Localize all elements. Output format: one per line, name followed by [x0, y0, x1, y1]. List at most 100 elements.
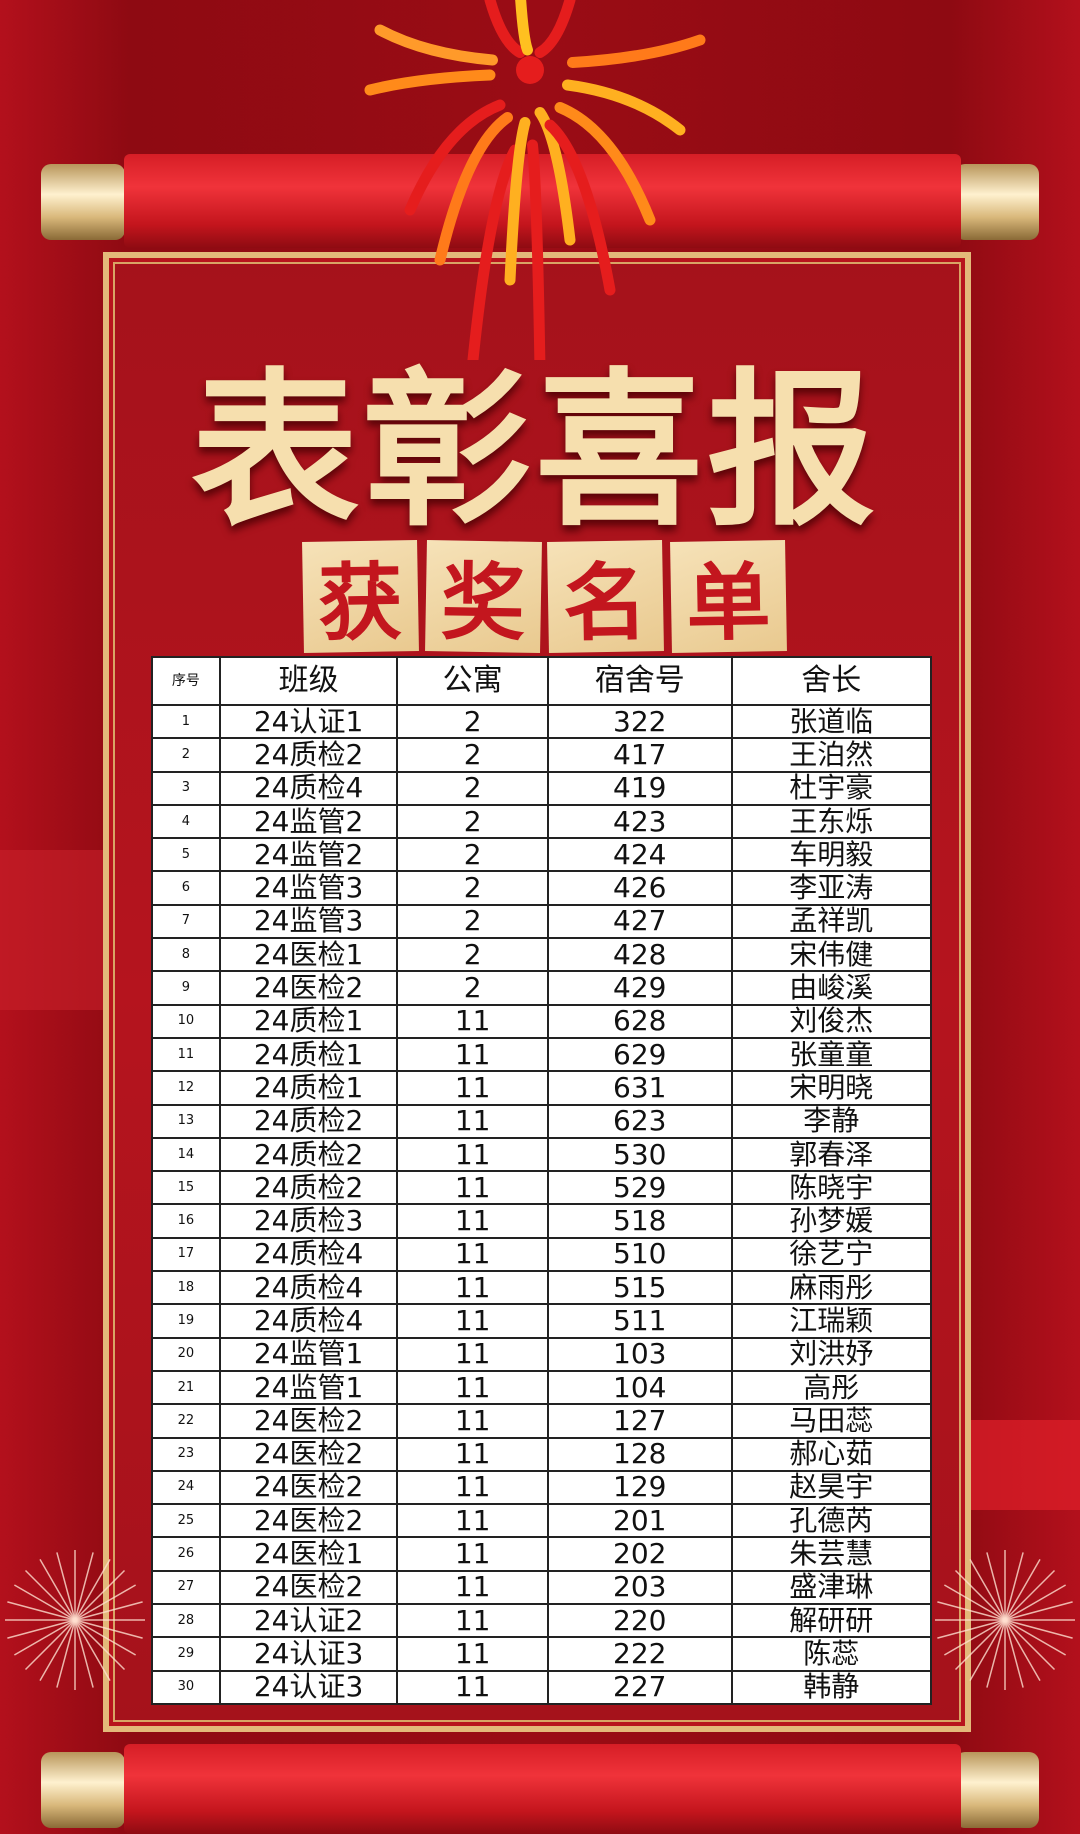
- header-room: 宿舍号: [546, 656, 733, 706]
- scroll-roller-bottom: [124, 1744, 961, 1834]
- row-leader: 郝心茹: [730, 1436, 933, 1472]
- page-title: 表彰喜报: [191, 351, 879, 549]
- table-row: 7 24监管3 2 427 孟祥凯: [151, 903, 933, 940]
- table-row: 23 24医检2 11 128 郝心茹: [151, 1436, 933, 1472]
- row-class: 24质检4: [218, 770, 399, 806]
- table-row: 19 24质检4 11 511 江瑞颖: [151, 1303, 933, 1339]
- row-index: 22: [151, 1403, 221, 1439]
- row-class: 24质检1: [218, 1003, 399, 1039]
- row-index: 12: [151, 1070, 221, 1106]
- row-apartment: 11: [396, 1203, 549, 1239]
- row-room: 104: [546, 1369, 733, 1406]
- row-leader: 高彤: [730, 1369, 933, 1406]
- row-index: 1: [151, 703, 221, 740]
- row-index: 26: [151, 1536, 221, 1572]
- row-class: 24监管3: [218, 903, 399, 940]
- row-room: 429: [546, 970, 733, 1006]
- row-index: 17: [151, 1236, 221, 1273]
- header-leader: 舍长: [730, 656, 933, 706]
- row-class: 24认证3: [218, 1636, 399, 1672]
- row-index: 13: [151, 1103, 221, 1139]
- row-leader: 徐艺宁: [730, 1236, 933, 1273]
- row-index: 30: [151, 1669, 221, 1705]
- table-row: 12 24质检1 11 631 宋明晓: [151, 1070, 933, 1106]
- row-class: 24医检2: [218, 1569, 399, 1606]
- row-index: 27: [151, 1569, 221, 1606]
- row-apartment: 11: [396, 1170, 549, 1206]
- row-apartment: 11: [396, 1336, 549, 1372]
- row-apartment: 2: [396, 970, 549, 1006]
- row-apartment: 11: [396, 1303, 549, 1339]
- row-leader: 张道临: [730, 703, 933, 740]
- row-class: 24质检4: [218, 1236, 399, 1273]
- scroll-cap-left: [41, 164, 125, 240]
- row-class: 24医检2: [218, 1403, 399, 1439]
- table-row: 26 24医检1 11 202 朱芸慧: [151, 1536, 933, 1572]
- row-apartment: 2: [396, 937, 549, 973]
- row-apartment: 11: [396, 1003, 549, 1039]
- table-row: 17 24质检4 11 510 徐艺宁: [151, 1236, 933, 1273]
- row-index: 23: [151, 1436, 221, 1472]
- row-leader: 刘洪妤: [730, 1336, 933, 1372]
- row-apartment: 11: [396, 1070, 549, 1106]
- row-room: 428: [546, 937, 733, 973]
- table-row: 3 24质检4 2 419 杜宇豪: [151, 770, 933, 806]
- row-room: 103: [546, 1336, 733, 1372]
- row-apartment: 11: [396, 1136, 549, 1173]
- row-room: 529: [546, 1170, 733, 1206]
- subtitle-char: 奖: [424, 540, 541, 653]
- row-leader: 宋伟健: [730, 937, 933, 973]
- row-index: 6: [151, 870, 221, 906]
- row-apartment: 11: [396, 1636, 549, 1672]
- row-leader: 杜宇豪: [730, 770, 933, 806]
- table-row: 11 24质检1 11 629 张童童: [151, 1036, 933, 1073]
- row-apartment: 11: [396, 1369, 549, 1406]
- row-leader: 李亚涛: [730, 870, 933, 906]
- row-apartment: 11: [396, 1403, 549, 1439]
- row-room: 423: [546, 803, 733, 840]
- table-row: 24 24医检2 11 129 赵昊宇: [151, 1469, 933, 1506]
- row-apartment: 2: [396, 737, 549, 773]
- row-room: 227: [546, 1669, 733, 1705]
- row-leader: 韩静: [730, 1669, 933, 1705]
- row-class: 24监管1: [218, 1369, 399, 1406]
- row-class: 24质检2: [218, 1103, 399, 1139]
- row-apartment: 2: [396, 903, 549, 940]
- firework-icon: [364, 0, 706, 360]
- table-row: 25 24医检2 11 201 孔德芮: [151, 1503, 933, 1539]
- header-class: 班级: [218, 656, 399, 706]
- row-index: 4: [151, 803, 221, 840]
- table-row: 2 24质检2 2 417 王泊然: [151, 737, 933, 773]
- row-room: 511: [546, 1303, 733, 1339]
- table-header-row: 序号 班级 公寓 宿舍号 舍长: [151, 656, 933, 706]
- row-leader: 麻雨彤: [730, 1270, 933, 1306]
- row-apartment: 11: [396, 1036, 549, 1073]
- row-room: 203: [546, 1569, 733, 1606]
- row-leader: 解研研: [730, 1603, 933, 1639]
- row-room: 127: [546, 1403, 733, 1439]
- row-apartment: 11: [396, 1469, 549, 1506]
- row-leader: 刘俊杰: [730, 1003, 933, 1039]
- row-class: 24医检2: [218, 1469, 399, 1506]
- row-room: 322: [546, 703, 733, 740]
- table-row: 8 24医检1 2 428 宋伟健: [151, 937, 933, 973]
- table-row: 27 24医检2 11 203 盛津琳: [151, 1569, 933, 1606]
- row-room: 426: [546, 870, 733, 906]
- row-leader: 马田蕊: [730, 1403, 933, 1439]
- row-class: 24医检2: [218, 970, 399, 1006]
- header-index: 序号: [151, 656, 221, 706]
- row-apartment: 2: [396, 703, 549, 740]
- row-apartment: 11: [396, 1503, 549, 1539]
- row-class: 24监管3: [218, 870, 399, 906]
- row-class: 24医检1: [218, 937, 399, 973]
- row-index: 5: [151, 837, 221, 873]
- row-apartment: 11: [396, 1270, 549, 1306]
- row-room: 510: [546, 1236, 733, 1273]
- row-room: 129: [546, 1469, 733, 1506]
- row-class: 24质检2: [218, 1136, 399, 1173]
- row-class: 24质检3: [218, 1203, 399, 1239]
- table-row: 20 24监管1 11 103 刘洪妤: [151, 1336, 933, 1372]
- row-room: 202: [546, 1536, 733, 1572]
- row-class: 24监管2: [218, 837, 399, 873]
- row-apartment: 2: [396, 770, 549, 806]
